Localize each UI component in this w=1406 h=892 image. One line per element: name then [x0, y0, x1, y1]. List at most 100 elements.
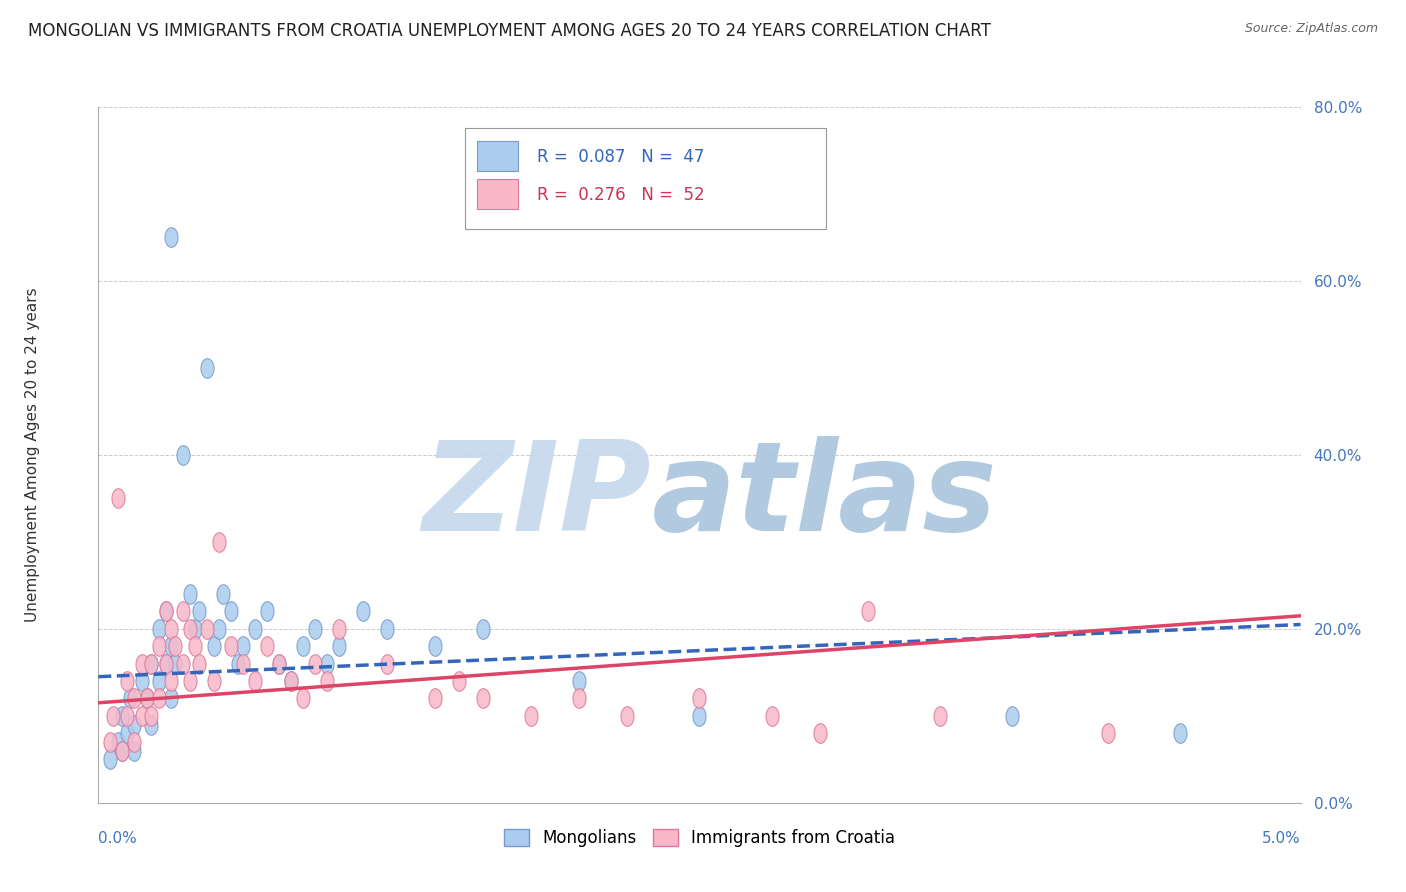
Point [315, 657, 337, 671]
Point [131, 674, 153, 689]
Point [219, 605, 242, 619]
Point [135, 691, 157, 706]
Point [375, 622, 398, 636]
Point [117, 708, 139, 723]
Point [472, 622, 495, 636]
Point [315, 674, 337, 689]
Point [568, 691, 591, 706]
Point [179, 674, 201, 689]
Point [280, 674, 302, 689]
Point [232, 639, 254, 653]
Point [202, 639, 225, 653]
Point [195, 622, 218, 636]
Point [226, 657, 249, 671]
Point [328, 639, 350, 653]
Point [172, 657, 194, 671]
Point [131, 708, 153, 723]
Point [267, 657, 290, 671]
Point [929, 708, 952, 723]
Point [472, 691, 495, 706]
Point [107, 735, 129, 749]
Point [179, 622, 201, 636]
Point [520, 708, 543, 723]
Point [195, 360, 218, 375]
Point [100, 752, 122, 766]
Point [107, 491, 129, 506]
Point [155, 657, 177, 671]
Point [291, 639, 314, 653]
Point [188, 605, 211, 619]
Point [124, 744, 146, 758]
Point [141, 657, 163, 671]
Point [328, 622, 350, 636]
Legend: Mongolians, Immigrants from Croatia: Mongolians, Immigrants from Croatia [498, 822, 901, 854]
Text: R =  0.276   N =  52: R = 0.276 N = 52 [537, 186, 704, 204]
Point [141, 657, 163, 671]
Point [148, 691, 170, 706]
Point [423, 639, 446, 653]
Point [118, 691, 141, 706]
Point [208, 534, 231, 549]
Point [100, 735, 122, 749]
Point [243, 674, 266, 689]
Point [165, 639, 187, 653]
Point [159, 639, 181, 653]
Point [447, 674, 470, 689]
Point [616, 708, 638, 723]
Point [212, 587, 235, 601]
Point [1170, 726, 1192, 740]
Point [124, 691, 146, 706]
Point [117, 726, 139, 740]
Text: ZIP: ZIP [423, 436, 651, 558]
Point [808, 726, 831, 740]
Point [208, 622, 231, 636]
Text: Unemployment Among Ages 20 to 24 years: Unemployment Among Ages 20 to 24 years [25, 287, 39, 623]
Text: MONGOLIAN VS IMMIGRANTS FROM CROATIA UNEMPLOYMENT AMONG AGES 20 TO 24 YEARS CORR: MONGOLIAN VS IMMIGRANTS FROM CROATIA UNE… [28, 22, 991, 40]
Point [280, 674, 302, 689]
Point [148, 622, 170, 636]
Point [188, 657, 211, 671]
Point [232, 657, 254, 671]
Text: 0.0%: 0.0% [98, 830, 138, 846]
Point [101, 708, 124, 723]
Point [761, 708, 783, 723]
Point [148, 674, 170, 689]
Point [155, 605, 177, 619]
FancyBboxPatch shape [477, 179, 517, 210]
Point [159, 674, 181, 689]
Point [165, 657, 187, 671]
Point [423, 691, 446, 706]
Point [256, 605, 278, 619]
Point [172, 605, 194, 619]
Point [219, 639, 242, 653]
Point [183, 622, 205, 636]
Text: R =  0.087   N =  47: R = 0.087 N = 47 [537, 148, 704, 166]
Point [141, 708, 163, 723]
Text: Source: ZipAtlas.com: Source: ZipAtlas.com [1244, 22, 1378, 36]
Point [124, 735, 146, 749]
Point [304, 622, 326, 636]
Point [267, 657, 290, 671]
Text: 5.0%: 5.0% [1261, 830, 1301, 846]
Point [179, 587, 201, 601]
Point [291, 691, 314, 706]
Point [141, 717, 163, 731]
Point [172, 448, 194, 462]
Point [135, 691, 157, 706]
Point [375, 657, 398, 671]
Point [148, 639, 170, 653]
Point [568, 674, 591, 689]
Point [159, 691, 181, 706]
Point [304, 657, 326, 671]
Point [202, 674, 225, 689]
Point [155, 605, 177, 619]
Point [688, 691, 710, 706]
Point [131, 657, 153, 671]
FancyBboxPatch shape [477, 141, 517, 171]
Point [688, 708, 710, 723]
Point [1097, 726, 1119, 740]
Point [256, 639, 278, 653]
Point [352, 605, 374, 619]
Point [117, 674, 139, 689]
FancyBboxPatch shape [465, 128, 825, 229]
